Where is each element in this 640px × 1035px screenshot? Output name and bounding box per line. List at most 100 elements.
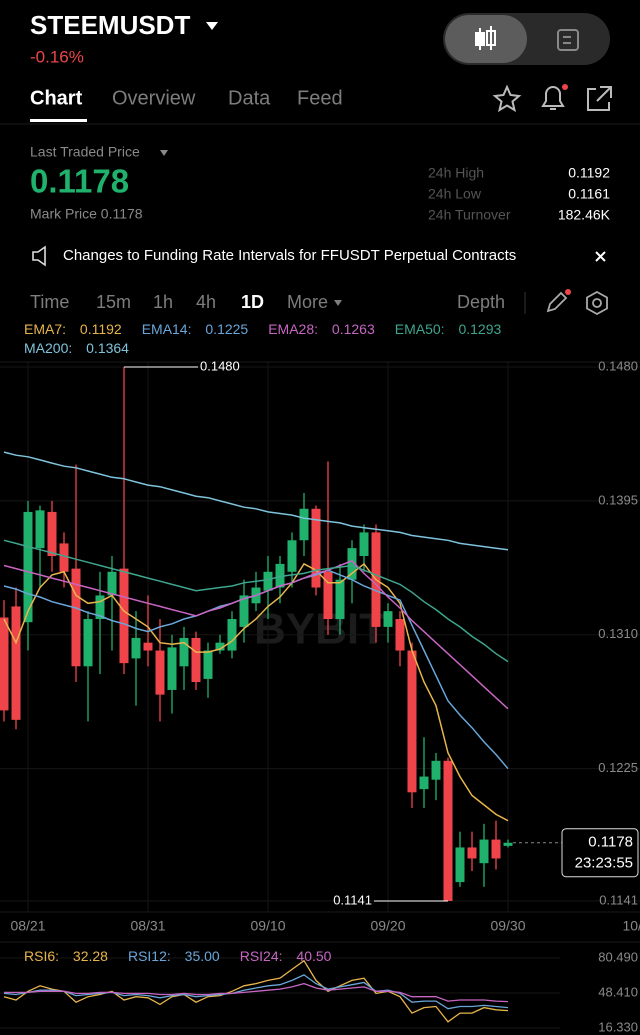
rsi-line — [3, 974, 509, 1010]
interval-more[interactable]: More — [287, 292, 328, 312]
candle-body — [395, 619, 405, 651]
legend-name: EMA7 — [24, 321, 70, 337]
rsi-tick-label: 80.490 — [598, 949, 638, 964]
legend-item: RSI24 40.50 — [240, 948, 342, 964]
candle-body — [71, 568, 81, 667]
stat-value: 182.46K — [558, 207, 611, 223]
legend-value: 0.1225 — [205, 321, 249, 337]
tab[interactable]: Data — [228, 87, 271, 109]
candle-body — [263, 571, 273, 591]
candle-body — [155, 650, 165, 695]
stat-value: 0.1192 — [568, 165, 610, 181]
y-tick-label: 0.1310 — [598, 626, 638, 641]
candle-body — [203, 650, 213, 679]
settings-icon[interactable] — [586, 290, 608, 316]
last-price-dropdown[interactable] — [160, 150, 168, 156]
candle-body — [347, 548, 357, 580]
indicator-line — [3, 451, 509, 551]
legend-item: RSI6 32.28 — [24, 948, 118, 964]
ma-legend: EMA7 0.1192 EMA14 0.1225 EMA28 0.1263 EMA50 0.1… — [24, 321, 521, 337]
legend-value: 0.1293 — [458, 321, 502, 337]
legend-item: EMA14 0.1225 — [142, 321, 259, 337]
legend-name: MA200 — [24, 340, 76, 356]
candle-body — [239, 595, 249, 627]
settings-icon-core — [592, 298, 602, 308]
candle-body — [443, 760, 453, 901]
symbol-dropdown[interactable] — [206, 22, 218, 30]
ma-legend: MA200 0.1364 — [24, 340, 149, 356]
draw-dot — [565, 289, 571, 295]
mark-price: Mark Price 0.1178 — [30, 206, 143, 222]
share-icon[interactable] — [587, 86, 612, 111]
candle-icon — [475, 26, 496, 50]
legend-value: 35.00 — [184, 948, 220, 964]
candle-body — [311, 508, 321, 588]
alert-icon[interactable] — [541, 86, 565, 110]
interval[interactable]: 1h — [153, 292, 173, 312]
x-tick-label: 09/10 — [250, 918, 285, 934]
interval[interactable]: Time — [30, 292, 69, 312]
tab[interactable]: Feed — [297, 87, 343, 109]
candle-body — [467, 847, 477, 859]
tab-underline — [30, 119, 87, 122]
candle-body — [299, 508, 309, 541]
candle-body — [431, 760, 441, 780]
depth[interactable]: Depth — [457, 292, 505, 312]
tab[interactable]: Chart — [30, 87, 83, 109]
price-tag-price: 0.1178 — [588, 834, 633, 851]
candle-body — [455, 847, 465, 883]
more-dropdown[interactable] — [334, 300, 342, 306]
legend-value: 0.1263 — [331, 321, 375, 337]
close-icon[interactable] — [595, 251, 606, 262]
legend-item: MA200 0.1364 — [24, 340, 139, 356]
candle-body — [227, 619, 237, 651]
x-tick-label: 10/10 — [622, 918, 640, 934]
last-price-label[interactable]: Last Traded Price — [30, 144, 140, 160]
stat-label: 24h Low — [428, 186, 482, 202]
stat-label: 24h High — [428, 165, 484, 181]
rsi-tick-label: 48.410 — [598, 984, 638, 999]
legend-name: EMA28 — [268, 321, 322, 337]
legend-name: RSI6 — [24, 948, 63, 964]
candle-body — [191, 637, 201, 683]
candle-body — [287, 540, 297, 572]
y-tick-label: 0.1141 — [599, 892, 638, 907]
interval[interactable]: 15m — [96, 292, 131, 312]
y-tick-label: 0.1225 — [598, 760, 638, 775]
candle-body — [59, 543, 69, 572]
high-label: 0.1480 — [200, 358, 240, 373]
candle-body — [323, 571, 333, 620]
low-label: 0.1141 — [333, 892, 372, 907]
interval-active[interactable]: 1D — [241, 292, 264, 312]
legend-value: 32.28 — [72, 948, 108, 964]
candle-body — [503, 842, 513, 846]
stat-label: 24h Turnover — [428, 207, 511, 223]
candle-body — [83, 619, 93, 667]
y-tick-label: 0.1395 — [598, 492, 638, 507]
rsi-legend: RSI6 32.28 RSI12 35.00 RSI24 40.50 — [24, 948, 351, 964]
legend-name: RSI24 — [240, 948, 287, 964]
price-change: -0.16% — [30, 47, 84, 66]
rsi-tick-label: 16.330 — [598, 1019, 638, 1034]
speaker-icon — [32, 245, 46, 267]
favorite-icon[interactable] — [492, 84, 522, 113]
x-tick-label: 08/31 — [130, 918, 165, 934]
draw-icon[interactable] — [546, 291, 568, 313]
candle-body — [35, 510, 45, 549]
candle-body — [167, 647, 177, 690]
legend-item: EMA50 0.1293 — [395, 321, 512, 337]
candle-body — [419, 776, 429, 790]
price-tag-countdown: 23:23:55 — [575, 855, 633, 872]
announcement[interactable]: Changes to Funding Rate Intervals for FF… — [63, 247, 516, 264]
candle-body — [23, 511, 33, 623]
legend-value: 40.50 — [296, 948, 332, 964]
price-tag — [561, 828, 639, 878]
symbol[interactable]: STEEMUSDT — [30, 10, 190, 40]
tab[interactable]: Overview — [112, 87, 196, 109]
list-icon — [557, 29, 579, 51]
candle-body — [407, 650, 417, 793]
candle-body — [215, 642, 225, 651]
interval[interactable]: 4h — [196, 292, 216, 312]
last-price: 0.1178 — [30, 163, 129, 200]
rsi-line — [3, 959, 509, 1023]
